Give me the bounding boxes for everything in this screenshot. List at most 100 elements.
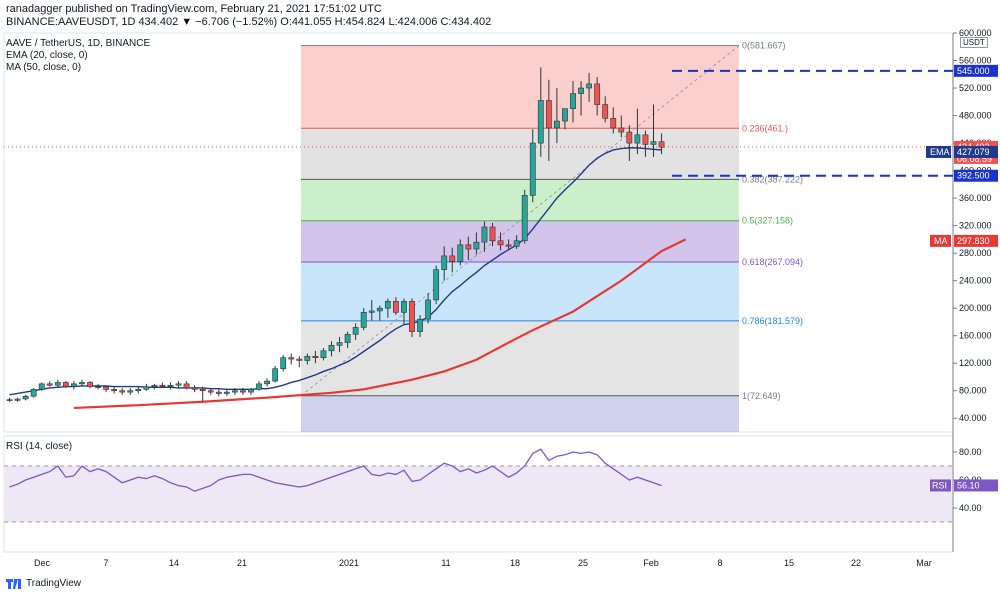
candle-body [352,327,359,335]
candle-body [183,383,190,389]
candle-body [304,356,311,361]
candle-body [425,299,431,320]
x-tick-label: 21 [237,558,247,568]
y-tick-label: 200.000 [959,303,992,313]
candle-body [537,100,544,144]
candle-body [199,389,206,392]
ma-tag: MA [934,236,948,246]
x-tick-label: 7 [103,558,108,568]
candle-body [38,383,45,390]
x-tick-label: Mar [916,558,932,568]
rsi-tick-label: 40.00 [959,503,982,513]
candle-body [409,300,415,332]
candle-body [135,389,142,392]
fib-level-label: 1(72.649) [742,391,781,401]
candle-body [384,300,391,309]
candle-body [191,387,198,390]
candle-body [473,241,480,250]
ma50-line [73,238,687,410]
candle-body [465,244,472,250]
level-badge-box [954,169,998,182]
candle-body [103,386,109,390]
ema-legend[interactable]: EMA (20, close, 0) [6,50,88,61]
candle-body [513,240,520,247]
candle-body [658,141,665,148]
symbol-legend[interactable]: AAVE / TetherUS, 1D, BINANCE [6,38,151,49]
candle-body [529,142,536,196]
fib-zone [301,45,739,129]
fib-level-label: 0.786(181.579) [742,316,803,326]
fib-zone [301,179,739,221]
ma-legend[interactable]: MA (50, close, 0) [6,62,82,73]
candle-body [449,255,456,262]
x-tick-label: 8 [717,558,722,568]
level-badge: 545.000 [957,66,990,76]
candle-body [320,350,327,359]
y-tick-label: 360.000 [959,193,992,203]
y-tick-label: 520.000 [959,83,992,93]
candle-body [368,310,375,313]
fib-level-label: 0.236(461.) [742,123,788,133]
brand-name: TradingView [26,578,82,589]
candle-body [360,311,367,328]
symbol-ohlc-line: BINANCE:AAVEUSDT, 1D 434.402 ▼ −6.706 (−… [6,16,492,28]
ema-tag-box [926,145,951,158]
candle-body [417,318,423,332]
fib-zone [301,395,739,432]
currency-label[interactable]: USDT [960,37,988,48]
fib-zone [301,320,739,396]
candle-body [272,368,279,382]
candle-body [240,390,246,393]
candle-body [586,83,592,89]
level-badge: 392.500 [957,171,990,181]
candle-body [457,244,464,262]
candle-body [151,384,158,387]
tradingview-logo[interactable]: TradingView [6,578,81,589]
candle-body [481,226,488,243]
candle-body [433,269,440,301]
candle-body [30,389,37,397]
ema20-line [9,147,662,396]
candle-body [634,134,641,144]
y-tick-label: 280.000 [959,248,992,258]
candle-body [46,383,53,386]
candle-body [95,386,101,388]
y-tick-label: 480.000 [959,111,992,121]
candle-body [344,334,351,343]
candle-body [264,380,270,385]
fib-level-label: 0(581.667) [742,41,786,51]
rsi-legend[interactable]: RSI (14, close) [6,441,73,452]
fib-level-label: 0.5(327.158) [742,216,793,226]
y-tick-label: 160.000 [959,331,992,341]
level-badge-box [954,64,998,77]
ema-value-badge-box [954,145,998,158]
x-tick-label: Feb [643,558,659,568]
candle-body [650,141,657,145]
rsi-tag-box [930,479,951,492]
fib-level-label: 0.382(387.222) [742,174,803,184]
candle-body [545,100,552,129]
y-tick-label: 120.000 [959,358,992,368]
candle-body [248,389,254,393]
candle-body [159,384,166,387]
candle-body [489,226,496,242]
fib-zone [301,262,739,321]
rsi-value-badge: 56.10 [957,480,980,490]
publish-info: ranadagger published on TradingView.com,… [6,3,382,15]
candle-body [376,307,383,312]
rsi-line [9,448,662,492]
candle-body [392,300,399,313]
y-tick-label: 560.000 [959,56,992,66]
y-tick-label: 320.000 [959,221,992,231]
candle-body [167,384,174,387]
countdown-label: 06:08:59 [957,154,992,164]
candle-body [62,382,69,387]
candle-body [570,93,576,109]
candle-body [594,83,601,105]
fib-zone [301,220,739,263]
candle-body [111,389,118,392]
candle-body [14,398,21,401]
candle-body [312,356,319,359]
candle-body [22,395,29,400]
